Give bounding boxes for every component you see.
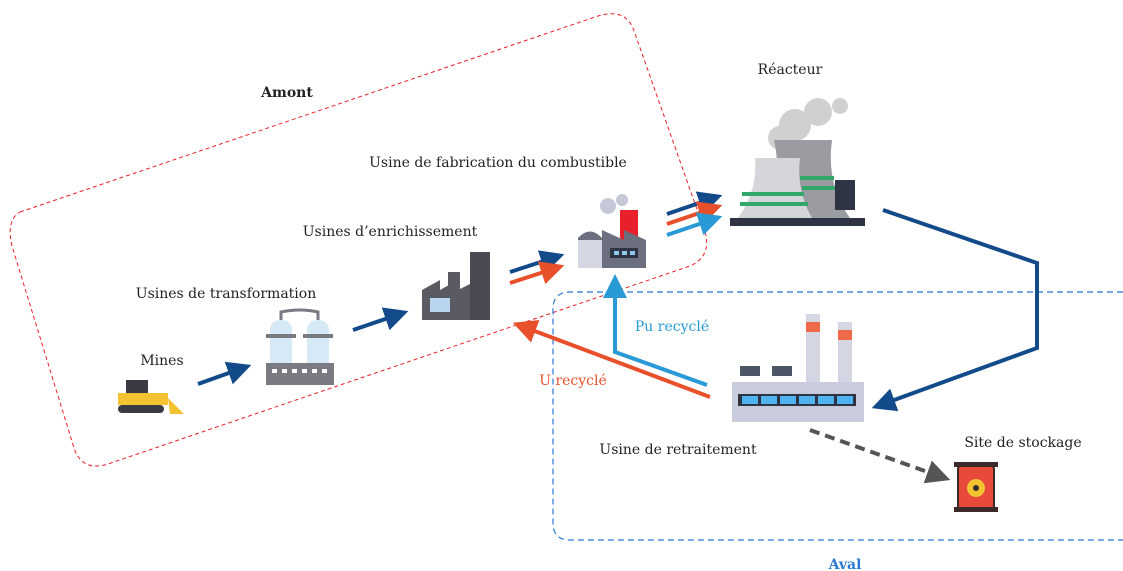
flow-arrow <box>810 430 939 476</box>
region-label: Aval <box>828 557 862 571</box>
node-label: Usines d’enrichissement <box>303 224 478 240</box>
conversion-icon <box>266 310 334 385</box>
flow-arrow <box>883 210 1037 404</box>
reprocessing-icon <box>732 314 864 422</box>
fuel-plant-icon <box>578 194 646 268</box>
mine-icon <box>118 380 184 414</box>
flow-label: Pu recyclé <box>635 319 709 335</box>
region-label: Amont <box>260 85 313 101</box>
storage-icon <box>954 462 998 512</box>
node-label: Mines <box>140 353 183 369</box>
node-label: Usines de transformation <box>136 286 316 302</box>
node-label: Usine de fabrication du combustible <box>369 155 627 171</box>
enrichment-icon <box>422 252 490 320</box>
flow-arrow <box>353 315 397 330</box>
diagram: Amont Aval <box>0 0 1123 571</box>
flow-label: U recyclé <box>539 373 607 389</box>
node-label: Site de stockage <box>964 435 1081 451</box>
node-label: Usine de retraitement <box>599 442 757 458</box>
reactor-icon <box>730 98 865 226</box>
flow-arrow <box>615 286 707 385</box>
flow-arrow <box>198 369 240 384</box>
node-label: Réacteur <box>758 62 823 78</box>
